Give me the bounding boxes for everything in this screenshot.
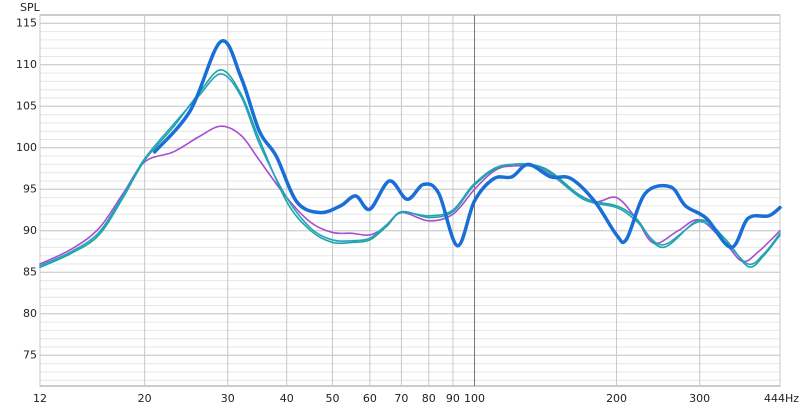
y-tick-label: 95: [23, 182, 37, 195]
y-tick-label: 90: [23, 224, 37, 237]
series-line: [39, 73, 781, 267]
x-tick-label: 70: [394, 392, 408, 405]
y-tick-label: 105: [16, 99, 37, 112]
x-tick-label: 90: [446, 392, 460, 405]
x-tick-label: 20: [138, 392, 152, 405]
x-tick-label: 30: [221, 392, 235, 405]
x-tick-label: 300: [689, 392, 710, 405]
x-tick-label: 100: [464, 392, 485, 405]
x-tick-label: 444Hz: [764, 392, 799, 405]
x-tick-label: 200: [606, 392, 627, 405]
series-line: [152, 39, 782, 250]
y-tick-label: 110: [16, 58, 37, 71]
x-tick-label: 50: [325, 392, 339, 405]
series-line: [39, 125, 781, 265]
y-tick-label: 80: [23, 307, 37, 320]
y-tick-label: 75: [23, 348, 37, 361]
x-tick-label: 80: [422, 392, 436, 405]
series-line: [39, 68, 781, 269]
plot-area: [39, 14, 781, 387]
y-axis-label: SPL: [20, 1, 41, 14]
x-tick-label: 40: [280, 392, 294, 405]
y-tick-label: 115: [16, 16, 37, 29]
x-tick-label: 60: [363, 392, 377, 405]
y-tick-label: 85: [23, 265, 37, 278]
x-tick-label: 12: [33, 392, 47, 405]
y-tick-label: 100: [16, 141, 37, 154]
